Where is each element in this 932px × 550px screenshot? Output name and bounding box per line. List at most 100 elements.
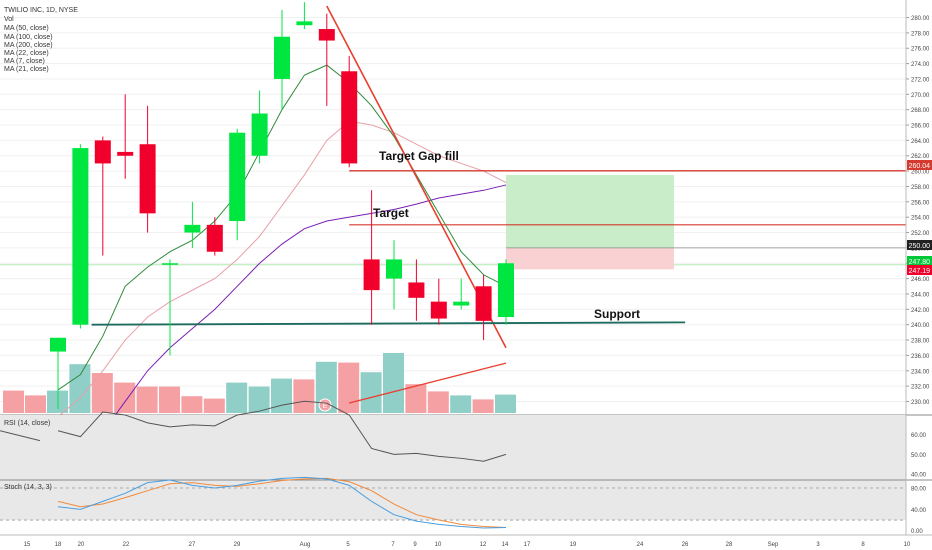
volume-bar	[450, 395, 472, 413]
price-tick-label: 262.00	[911, 154, 930, 160]
candle-body	[139, 144, 156, 214]
candle[interactable]	[139, 105, 156, 233]
time-tick-label: 18	[55, 542, 62, 548]
volume-bar	[271, 378, 292, 413]
volume-bar	[3, 390, 24, 413]
candle[interactable]	[475, 274, 492, 341]
volume-bar	[405, 384, 427, 413]
candle[interactable]	[386, 240, 402, 310]
candle-body	[386, 259, 402, 279]
candle-body	[475, 286, 492, 321]
candle[interactable]	[117, 94, 134, 179]
time-tick-label: 22	[123, 542, 130, 548]
time-axis[interactable]: 15 18 20 22 27 29 Aug 5 7 9 10 12 14 17 19 24 26 28 Sep 3 8 1…	[0, 534, 932, 548]
price-tag-red: 247.19	[909, 268, 931, 275]
candle[interactable]	[94, 136, 111, 256]
candle[interactable]	[341, 55, 358, 168]
stoch-label: Stoch (14, 3, 3)	[4, 484, 52, 491]
volume-bar	[69, 364, 91, 413]
time-tick-label: 17	[524, 542, 531, 548]
candle[interactable]	[184, 201, 201, 248]
legend-vol: Vol	[4, 16, 14, 23]
price-tick-label: 246.00	[911, 277, 930, 283]
volume-bar	[427, 391, 449, 413]
volume-bars	[3, 353, 516, 413]
volume-bar	[495, 394, 516, 413]
uptrend-line[interactable]	[349, 362, 507, 404]
price-tick-label: 268.00	[911, 108, 930, 114]
candle-body	[341, 71, 358, 164]
stoch-k-line	[57, 476, 507, 529]
time-tick-label: 3	[816, 542, 820, 548]
stoch-tick-label: 40.00	[911, 508, 927, 514]
candle-body	[117, 151, 134, 156]
candle[interactable]	[50, 337, 66, 410]
candle[interactable]	[72, 144, 89, 329]
volume-bar	[338, 362, 360, 413]
candle-body	[498, 263, 514, 318]
time-tick-label: 15	[24, 542, 31, 548]
rsi-tick-label: 40.00	[911, 473, 927, 479]
volume-bar	[159, 386, 180, 413]
candle-body	[363, 259, 380, 291]
price-tag-top-bg	[907, 160, 932, 170]
volume-bar	[293, 379, 315, 413]
candle[interactable]	[206, 217, 223, 256]
candle[interactable]	[274, 9, 290, 110]
candle-body	[251, 113, 268, 156]
candles[interactable]	[50, 2, 514, 410]
candle[interactable]	[229, 128, 246, 241]
volume-bar	[360, 372, 382, 413]
time-tick-label: 19	[570, 542, 577, 548]
time-tick-label: 8	[861, 542, 865, 548]
price-tick-label: 272.00	[911, 77, 930, 83]
time-tick-label: 27	[189, 542, 196, 548]
price-tick-label: 252.00	[911, 231, 930, 237]
legend-ma200: MA (200, close)	[4, 42, 53, 49]
price-tag-red-bg	[907, 265, 932, 275]
candle-body	[94, 140, 111, 164]
stoch-d-line	[57, 477, 507, 529]
price-tick-label: 276.00	[911, 47, 930, 53]
price-tick-label: 264.00	[911, 139, 930, 145]
time-tick-label: 14	[502, 542, 509, 548]
price-tick-label: 242.00	[911, 308, 930, 314]
legend-ma100: MA (100, close)	[4, 34, 53, 41]
stoch-band	[0, 488, 906, 521]
rsi-line	[57, 400, 507, 462]
candle-body	[72, 148, 89, 325]
time-tick-label: 26	[682, 542, 689, 548]
stoch-tick-label: 80.00	[911, 487, 927, 493]
candle-body	[408, 282, 425, 298]
price-tick-label: 236.00	[911, 354, 930, 360]
legend-ma21: MA (21, close)	[4, 66, 49, 73]
volume-bar	[181, 396, 203, 413]
volume-bar	[248, 386, 270, 413]
candle-body	[184, 224, 201, 233]
candle[interactable]	[408, 259, 425, 321]
candle[interactable]	[453, 278, 470, 310]
volume-bar	[383, 353, 404, 413]
candle-body	[453, 301, 470, 306]
chart-title: TWILIO INC, 1D, NYSE	[4, 7, 78, 14]
rsi-label: RSI (14, close)	[4, 420, 50, 427]
candle-body	[206, 224, 223, 252]
candle[interactable]	[318, 13, 335, 106]
candle-body	[430, 301, 447, 319]
price-tag-green-bg	[907, 256, 932, 266]
support-line[interactable]	[91, 321, 686, 326]
candle[interactable]	[498, 259, 514, 325]
candle[interactable]	[162, 259, 178, 356]
price-tick-label: 258.00	[911, 185, 930, 191]
earnings-badge-label: E	[323, 403, 328, 410]
candle-body	[229, 132, 246, 222]
legend-ma22: MA (22, close)	[4, 50, 49, 57]
candle[interactable]	[430, 278, 447, 325]
candle[interactable]	[363, 190, 380, 325]
candle[interactable]	[296, 2, 313, 30]
stoch-tick-label: 0.00	[911, 529, 923, 535]
time-tick-label: 10	[435, 542, 442, 548]
volume-bar	[25, 395, 46, 413]
candle[interactable]	[251, 90, 268, 164]
